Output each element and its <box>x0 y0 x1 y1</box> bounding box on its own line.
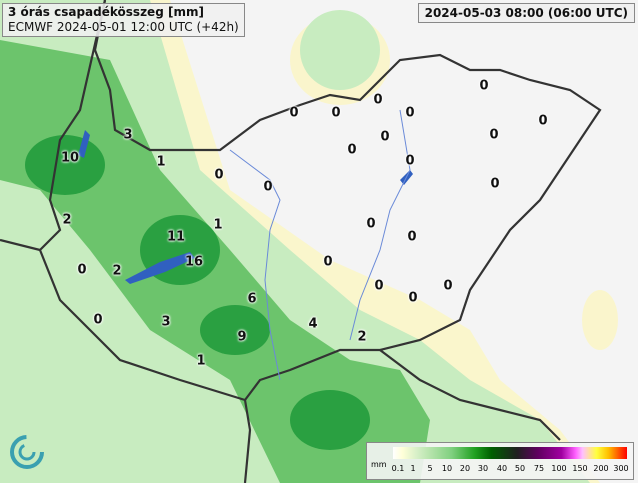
precip-value-label: 11 <box>166 229 186 245</box>
legend-tick-label: 0.1 <box>391 464 405 473</box>
precip-value-label: 3 <box>123 127 133 143</box>
precip-value-label: 0 <box>263 179 273 195</box>
color-legend: mm 0.1 1 5 10 20 30 40 50 75 100 150 200 300 <box>366 442 634 480</box>
legend-color-bar <box>393 447 627 459</box>
logo-icon <box>10 435 44 469</box>
legend-tick-label: 300 <box>613 464 629 473</box>
legend-tick-label: 200 <box>593 464 609 473</box>
precip-value-label: 0 <box>366 216 376 232</box>
precip-value-label: 0 <box>405 153 415 169</box>
precip-value-label: 10 <box>60 150 80 166</box>
legend-tick-label: 1 <box>410 464 416 473</box>
precip-value-label: 0 <box>407 229 417 245</box>
legend-tick-label: 30 <box>477 464 489 473</box>
precip-value-label: 0 <box>443 278 453 294</box>
precip-value-label: 6 <box>247 291 257 307</box>
model-run: ECMWF 2024-05-01 12:00 UTC (+42h) <box>8 20 239 34</box>
country-borders <box>0 0 602 483</box>
precip-value-label: 0 <box>214 167 224 183</box>
title-box: 3 órás csapadékösszeg [mm] ECMWF 2024-05… <box>2 3 245 37</box>
precip-value-label: 0 <box>373 92 383 108</box>
legend-tick-label: 5 <box>427 464 433 473</box>
precip-value-label: 1 <box>156 154 166 170</box>
precip-value-label: 0 <box>408 290 418 306</box>
precip-value-label: 0 <box>374 278 384 294</box>
legend-unit: mm <box>371 460 387 469</box>
precip-value-label: 0 <box>93 312 103 328</box>
precip-value-label: 0 <box>323 254 333 270</box>
light-precip <box>0 0 590 483</box>
precip-value-label: 0 <box>489 127 499 143</box>
precip-value-label: 0 <box>479 78 489 94</box>
precip-value-label: 0 <box>538 113 548 129</box>
precip-value-label: 1 <box>213 217 223 233</box>
precip-value-label: 0 <box>347 142 357 158</box>
precip-value-label: 0 <box>380 129 390 145</box>
legend-tick-label: 150 <box>572 464 588 473</box>
valid-time: 2024-05-03 08:00 (06:00 UTC) <box>417 3 635 23</box>
legend-tick-label: 20 <box>459 464 471 473</box>
precip-value-label: 0 <box>331 105 341 121</box>
precip-value-label: 2 <box>62 212 72 228</box>
precip-value-label: 0 <box>405 105 415 121</box>
precip-value-label: 9 <box>237 329 247 345</box>
precip-value-label: 2 <box>357 329 367 345</box>
precip-value-label: 1 <box>196 353 206 369</box>
legend-tick-label: 40 <box>496 464 508 473</box>
precip-value-label: 2 <box>112 263 122 279</box>
legend-tick-label: 100 <box>551 464 567 473</box>
map-title: 3 órás csapadékösszeg [mm] <box>8 5 204 19</box>
legend-tick-label: 75 <box>533 464 545 473</box>
precip-value-label: 4 <box>308 316 318 332</box>
precip-value-label: 0 <box>77 262 87 278</box>
rivers <box>229 109 411 381</box>
precip-value-label: 0 <box>289 105 299 121</box>
precip-value-label: 0 <box>490 176 500 192</box>
legend-tick-label: 50 <box>514 464 526 473</box>
legend-tick-label: 10 <box>441 464 453 473</box>
precip-value-label: 16 <box>184 254 204 270</box>
precip-value-label: 3 <box>161 314 171 330</box>
